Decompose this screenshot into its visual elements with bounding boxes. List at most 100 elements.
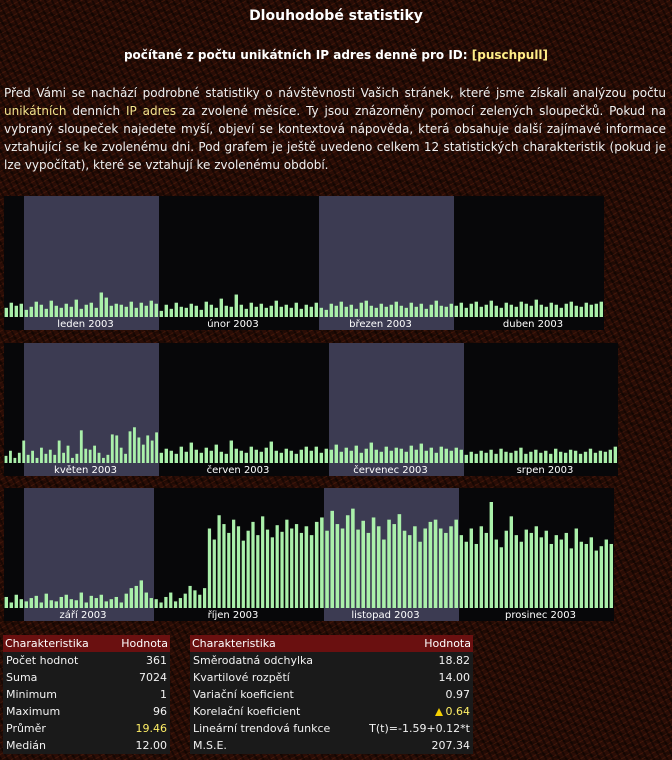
day-bar[interactable] — [9, 302, 13, 317]
day-bar[interactable] — [604, 539, 608, 608]
day-bar[interactable] — [74, 299, 78, 317]
day-bar[interactable] — [44, 593, 48, 608]
day-bar[interactable] — [155, 432, 158, 464]
day-bar[interactable] — [449, 303, 453, 317]
day-bar[interactable] — [613, 446, 617, 463]
day-bar[interactable] — [133, 427, 136, 463]
day-bar[interactable] — [294, 302, 298, 317]
day-bar[interactable] — [484, 532, 488, 608]
day-bar[interactable] — [499, 547, 503, 608]
day-bar[interactable] — [164, 448, 168, 463]
day-bar[interactable] — [479, 450, 483, 463]
day-bar[interactable] — [119, 602, 123, 608]
day-bar[interactable] — [459, 535, 463, 609]
day-bar[interactable] — [128, 431, 132, 463]
day-bar[interactable] — [109, 599, 113, 608]
day-bar[interactable] — [434, 300, 438, 317]
day-bar[interactable] — [104, 297, 108, 317]
day-bar[interactable] — [154, 599, 158, 608]
day-bar[interactable] — [349, 450, 353, 463]
day-bar[interactable] — [89, 302, 93, 317]
day-bar[interactable] — [364, 300, 368, 317]
day-bar[interactable] — [459, 302, 463, 317]
day-bar[interactable] — [232, 519, 236, 608]
day-bar[interactable] — [141, 444, 145, 464]
day-bar[interactable] — [274, 450, 278, 463]
day-bar[interactable] — [404, 307, 408, 317]
day-bar[interactable] — [209, 304, 213, 317]
day-bar[interactable] — [204, 447, 208, 463]
day-bar[interactable] — [444, 306, 448, 317]
day-bar[interactable] — [219, 298, 223, 318]
day-bar[interactable] — [159, 602, 163, 608]
day-bar[interactable] — [44, 453, 48, 463]
day-bar[interactable] — [584, 302, 588, 317]
day-bar[interactable] — [212, 539, 216, 608]
day-bar[interactable] — [279, 452, 283, 463]
day-bar[interactable] — [399, 305, 403, 317]
day-bar[interactable] — [433, 519, 438, 608]
day-bar[interactable] — [438, 528, 443, 609]
day-bar[interactable] — [264, 447, 268, 463]
day-bar[interactable] — [489, 449, 493, 463]
day-bar[interactable] — [579, 541, 583, 608]
link-ip-addresses[interactable]: IP adres — [126, 104, 176, 118]
day-bar[interactable] — [246, 530, 250, 608]
day-bar[interactable] — [444, 532, 448, 608]
day-bar[interactable] — [183, 593, 187, 608]
day-bar[interactable] — [214, 444, 218, 464]
day-bar[interactable] — [356, 529, 360, 608]
day-bar[interactable] — [534, 449, 538, 463]
day-bar[interactable] — [568, 449, 573, 463]
day-bar[interactable] — [366, 532, 371, 608]
day-bar[interactable] — [524, 453, 528, 463]
day-bar[interactable] — [594, 550, 598, 608]
day-bar[interactable] — [57, 440, 61, 463]
day-bar[interactable] — [264, 307, 268, 317]
day-bar[interactable] — [439, 305, 443, 317]
day-bar[interactable] — [254, 306, 258, 317]
day-bar[interactable] — [34, 595, 38, 608]
day-bar[interactable] — [124, 593, 128, 608]
day-bar[interactable] — [159, 452, 163, 463]
day-bar[interactable] — [29, 598, 33, 608]
day-bar[interactable] — [13, 457, 17, 463]
day-bar[interactable] — [119, 304, 123, 317]
day-bar[interactable] — [479, 526, 483, 608]
day-bar[interactable] — [324, 309, 328, 317]
day-bar[interactable] — [270, 537, 274, 608]
day-bar[interactable] — [44, 308, 48, 317]
day-bar[interactable] — [454, 447, 458, 463]
day-bar[interactable] — [334, 305, 338, 317]
day-bar[interactable] — [139, 580, 143, 608]
day-bar[interactable] — [49, 300, 53, 317]
day-bar[interactable] — [269, 441, 273, 463]
day-bar[interactable] — [544, 530, 548, 608]
day-bar[interactable] — [256, 535, 260, 609]
day-bar[interactable] — [519, 447, 523, 463]
day-bar[interactable] — [249, 302, 253, 317]
day-bar[interactable] — [484, 452, 488, 463]
day-bar[interactable] — [9, 602, 13, 608]
day-bar[interactable] — [419, 443, 423, 463]
day-bar[interactable] — [339, 451, 343, 463]
day-bar[interactable] — [202, 588, 207, 609]
day-bar[interactable] — [589, 304, 593, 317]
day-bar[interactable] — [274, 300, 278, 317]
day-bar[interactable] — [439, 446, 443, 463]
day-bar[interactable] — [449, 526, 453, 608]
day-bar[interactable] — [154, 303, 158, 317]
day-bar[interactable] — [139, 302, 143, 317]
day-bar[interactable] — [4, 455, 8, 463]
day-bar[interactable] — [314, 446, 318, 463]
day-bar[interactable] — [254, 449, 258, 463]
day-bar[interactable] — [275, 525, 279, 608]
day-bar[interactable] — [574, 528, 578, 609]
day-bar[interactable] — [593, 452, 598, 463]
day-bar[interactable] — [289, 450, 293, 463]
day-bar[interactable] — [464, 307, 468, 317]
day-bar[interactable] — [134, 585, 138, 608]
day-bar[interactable] — [115, 435, 119, 463]
day-bar[interactable] — [554, 304, 558, 317]
day-bar[interactable] — [309, 535, 314, 609]
